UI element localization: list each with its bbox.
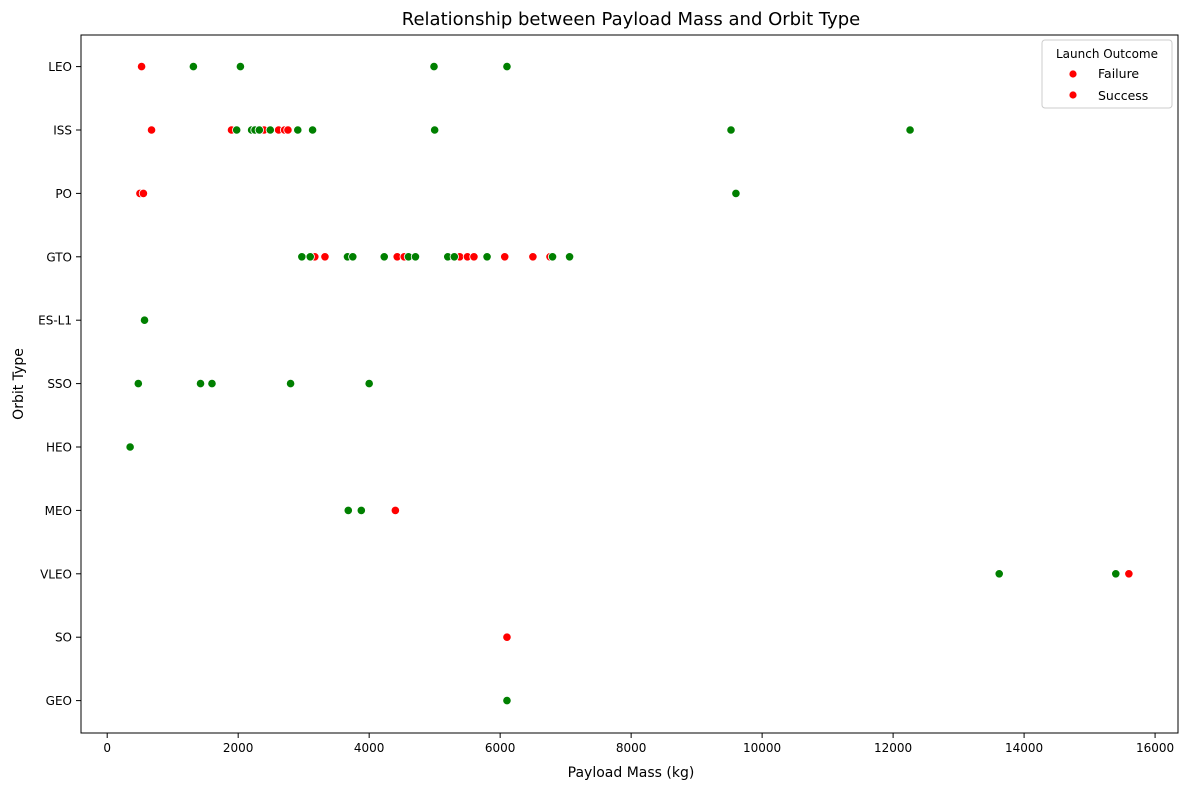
data-point-success — [285, 378, 296, 389]
data-point-failure — [146, 125, 157, 135]
data-point-success — [265, 125, 275, 135]
data-point-success — [429, 61, 439, 72]
data-point-success — [547, 252, 558, 262]
y-tick-label: ISS — [53, 124, 72, 138]
x-tick-label: 8000 — [616, 741, 647, 755]
data-point-failure — [136, 61, 147, 72]
data-point-success — [502, 61, 512, 72]
data-point-success — [410, 252, 421, 262]
y-axis-label: Orbit Type — [11, 348, 27, 420]
data-point-success — [364, 378, 374, 389]
data-point-success — [994, 569, 1004, 579]
data-point-success — [430, 125, 440, 135]
data-point-success — [235, 61, 246, 72]
data-point-failure — [320, 252, 330, 262]
data-point-success — [502, 695, 512, 706]
data-point-failure — [500, 252, 510, 262]
y-tick-label: ES-L1 — [38, 314, 72, 328]
data-point-failure — [1124, 569, 1134, 579]
y-tick-label: VLEO — [40, 567, 72, 581]
data-point-success — [207, 378, 217, 389]
x-tick-label: 12000 — [874, 741, 912, 755]
data-point-failure — [502, 632, 512, 642]
x-tick-label: 0 — [103, 741, 111, 755]
y-tick-label: GTO — [46, 250, 72, 264]
data-point-failure — [390, 505, 400, 515]
data-point-success — [293, 125, 303, 135]
x-tick-label: 4000 — [354, 741, 385, 755]
plot-area — [80, 34, 1179, 734]
data-point-success — [449, 252, 459, 262]
data-point-success — [188, 61, 198, 72]
y-tick-label: HEO — [46, 441, 72, 455]
x-tick-label: 16000 — [1136, 741, 1174, 755]
chart-title: Relationship between Payload Mass and Or… — [402, 9, 860, 30]
x-tick-label: 2000 — [223, 741, 254, 755]
y-tick-label: SO — [55, 631, 72, 645]
data-point-failure — [138, 188, 149, 198]
legend-label-failure: Failure — [1098, 66, 1139, 81]
data-point-success — [379, 252, 389, 262]
data-point-success — [726, 125, 736, 135]
legend-title: Launch Outcome — [1056, 47, 1158, 61]
x-axis-label: Payload Mass (kg) — [568, 765, 695, 781]
x-tick-label: 14000 — [1005, 741, 1043, 755]
y-tick-label: SSO — [47, 377, 72, 391]
data-point-success — [195, 378, 206, 389]
data-point-success — [356, 505, 366, 515]
data-point-success — [232, 125, 242, 135]
legend-marker-failure — [1068, 69, 1078, 79]
data-point-success — [348, 252, 358, 262]
data-point-success — [564, 252, 575, 262]
y-tick-label: GEO — [46, 694, 72, 708]
data-point-success — [731, 188, 741, 198]
data-point-success — [343, 505, 353, 515]
data-point-success — [139, 315, 150, 325]
data-point-success — [305, 252, 315, 262]
data-point-failure — [283, 125, 293, 135]
data-point-success — [254, 125, 264, 135]
y-tick-label: MEO — [45, 504, 72, 518]
y-tick-label: LEO — [48, 60, 72, 74]
data-point-success — [307, 125, 318, 135]
x-tick-label: 6000 — [485, 741, 516, 755]
y-tick-label: PO — [55, 187, 72, 201]
data-point-success — [125, 442, 135, 452]
data-point-success — [297, 252, 307, 262]
x-tick-label: 10000 — [743, 741, 781, 755]
legend-marker-success — [1068, 90, 1078, 100]
data-point-success — [1111, 569, 1121, 579]
data-point-failure — [528, 252, 538, 262]
data-points — [125, 61, 1134, 706]
data-point-success — [133, 378, 143, 389]
x-axis-ticks: 0 2000 4000 6000 8000 10000 12000 14000 16000 — [103, 733, 1174, 755]
data-point-failure — [469, 252, 479, 262]
data-point-success — [482, 252, 492, 262]
y-axis-ticks: LEO ISS PO GTO ES-L1 SSO HEO MEO VLEO SO GEO — [38, 60, 81, 708]
legend: Launch Outcome Failure Success — [1041, 39, 1173, 109]
data-point-success — [905, 125, 915, 135]
legend-label-success: Success — [1098, 88, 1148, 103]
